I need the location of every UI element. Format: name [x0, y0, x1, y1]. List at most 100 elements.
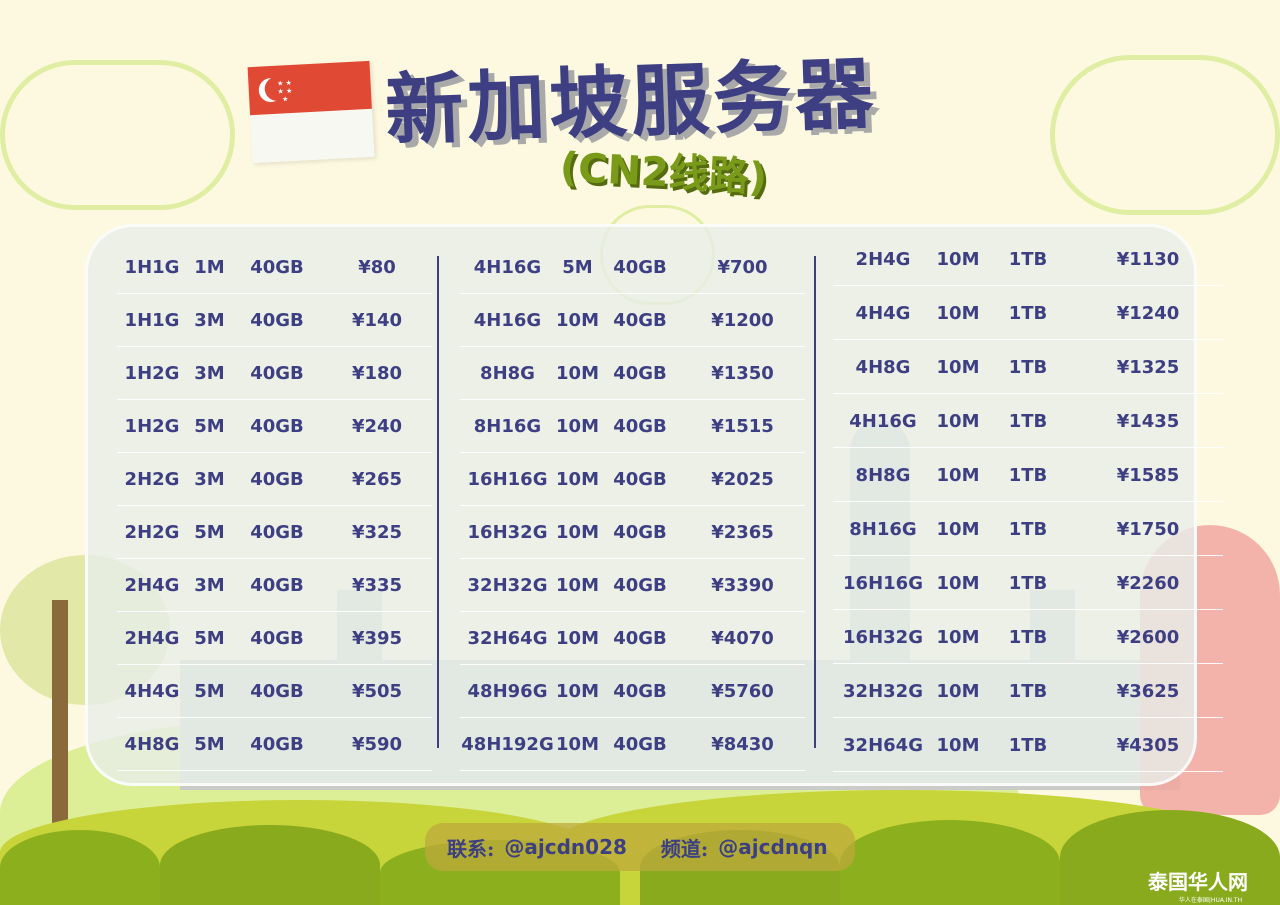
table-row: 4H8G 5M 40GB ¥590: [117, 718, 432, 771]
cell-bandwidth: 5M: [194, 733, 225, 755]
page-subtitle: (CN2线路): [558, 144, 769, 202]
cell-config: 2H4G: [124, 574, 180, 596]
tree-trunk-decoration: [52, 600, 68, 840]
table-row: 4H16G 5M 40GB ¥700: [460, 241, 805, 294]
cell-price: ¥2365: [711, 521, 774, 543]
cell-price: ¥1750: [1116, 518, 1180, 540]
cell-config: 4H16G: [473, 256, 542, 278]
cell-bandwidth: 10M: [556, 362, 599, 384]
cell-storage: 1TB: [1008, 356, 1048, 378]
cell-bandwidth: 5M: [194, 680, 225, 702]
cell-price: ¥1325: [1116, 356, 1180, 378]
cell-bandwidth: 10M: [556, 680, 599, 702]
cell-config: 8H16G: [473, 415, 542, 437]
cell-config: 4H8G: [124, 733, 180, 755]
cell-config: 1H1G: [124, 256, 180, 278]
cell-config: 16H32G: [467, 521, 548, 543]
cell-price: ¥590: [351, 733, 403, 755]
cell-price: ¥3625: [1116, 680, 1180, 702]
cell-bandwidth: 10M: [556, 415, 599, 437]
cell-config: 4H16G: [849, 410, 917, 432]
cell-storage: 1TB: [1008, 572, 1048, 594]
table-row: 8H8G 10M 40GB ¥1350: [460, 347, 805, 400]
cell-bandwidth: 10M: [556, 627, 599, 649]
table-row: 16H32G 10M 40GB ¥2365: [460, 506, 805, 559]
cell-config: 8H8G: [855, 464, 911, 486]
cell-price: ¥4070: [711, 627, 774, 649]
cell-config: 4H4G: [124, 680, 180, 702]
cell-bandwidth: 10M: [556, 468, 599, 490]
logo-tagline: 华人在泰国|HUA.IN.TH: [1178, 897, 1243, 904]
cloud-decoration: [0, 60, 235, 210]
cell-bandwidth: 5M: [194, 415, 225, 437]
cell-bandwidth: 3M: [194, 574, 225, 596]
cell-price: ¥80: [358, 256, 396, 278]
contact-handle-link[interactable]: @ajcdn028: [504, 835, 627, 859]
cell-config: 16H32G: [843, 626, 923, 648]
cell-bandwidth: 10M: [936, 248, 980, 270]
cell-storage: 1TB: [1008, 248, 1048, 270]
channel-label: 频道:: [660, 836, 709, 861]
cell-storage: 40GB: [613, 627, 667, 649]
table-row: 16H16G 10M 40GB ¥2025: [460, 453, 805, 506]
cell-storage: 40GB: [613, 309, 667, 331]
channel-handle-link[interactable]: @ajcdnqn: [718, 835, 828, 859]
cell-storage: 40GB: [613, 733, 667, 755]
table-row: 2H2G 5M 40GB ¥325: [117, 506, 432, 559]
cell-bandwidth: 10M: [936, 734, 980, 756]
cell-storage: 40GB: [250, 521, 304, 543]
cell-storage: 1TB: [1008, 518, 1048, 540]
cell-storage: 40GB: [250, 415, 304, 437]
table-row: 1H1G 3M 40GB ¥140: [117, 294, 432, 347]
cell-bandwidth: 10M: [936, 680, 980, 702]
cell-storage: 1TB: [1008, 626, 1048, 648]
cell-price: ¥2025: [711, 468, 774, 490]
cell-storage: 40GB: [613, 680, 667, 702]
cell-storage: 40GB: [250, 362, 304, 384]
bush-decoration: [1060, 810, 1280, 905]
table-row: 8H8G 10M 1TB ¥1585: [833, 449, 1223, 502]
cell-config: 32H32G: [843, 680, 923, 702]
bush-decoration: [160, 825, 380, 905]
cell-config: 4H8G: [855, 356, 911, 378]
cell-bandwidth: 3M: [194, 309, 225, 331]
cell-config: 2H4G: [855, 248, 911, 270]
cell-bandwidth: 10M: [556, 521, 599, 543]
cell-config: 4H4G: [855, 302, 911, 324]
cell-storage: 1TB: [1008, 680, 1048, 702]
cell-price: ¥335: [351, 574, 403, 596]
cell-price: ¥1515: [711, 415, 774, 437]
cell-storage: 1TB: [1008, 464, 1048, 486]
cell-config: 2H4G: [124, 627, 180, 649]
cell-config: 16H16G: [467, 468, 548, 490]
cell-price: ¥1200: [711, 309, 774, 331]
cell-price: ¥2600: [1116, 626, 1180, 648]
cell-price: ¥140: [351, 309, 403, 331]
cell-config: 2H2G: [124, 468, 180, 490]
cell-price: ¥4305: [1116, 734, 1180, 756]
table-row: 1H1G 1M 40GB ¥80: [117, 241, 432, 294]
contact-label: 联系:: [447, 836, 495, 861]
cell-storage: 1TB: [1008, 734, 1048, 756]
cell-price: ¥1350: [711, 362, 774, 384]
cell-storage: 40GB: [250, 468, 304, 490]
cell-bandwidth: 10M: [936, 356, 980, 378]
cell-storage: 40GB: [250, 680, 304, 702]
table-row: 48H96G 10M 40GB ¥5760: [460, 665, 805, 718]
cell-config: 32H32G: [467, 574, 548, 596]
cell-price: ¥505: [351, 680, 403, 702]
cell-storage: 40GB: [250, 733, 304, 755]
cell-storage: 40GB: [250, 309, 304, 331]
cell-config: 16H16G: [843, 572, 923, 594]
contact-bar: 联系: @ajcdn028 频道: @ajcdnqn: [425, 823, 855, 871]
cell-storage: 40GB: [613, 574, 667, 596]
cell-config: 48H96G: [467, 680, 548, 702]
cell-bandwidth: 10M: [936, 464, 980, 486]
column-divider: [814, 256, 816, 748]
cloud-decoration: [1050, 55, 1280, 215]
table-row: 2H4G 5M 40GB ¥395: [117, 612, 432, 665]
cell-bandwidth: 10M: [556, 309, 599, 331]
cell-storage: 40GB: [250, 627, 304, 649]
cell-storage: 40GB: [613, 256, 667, 278]
cell-price: ¥325: [351, 521, 403, 543]
